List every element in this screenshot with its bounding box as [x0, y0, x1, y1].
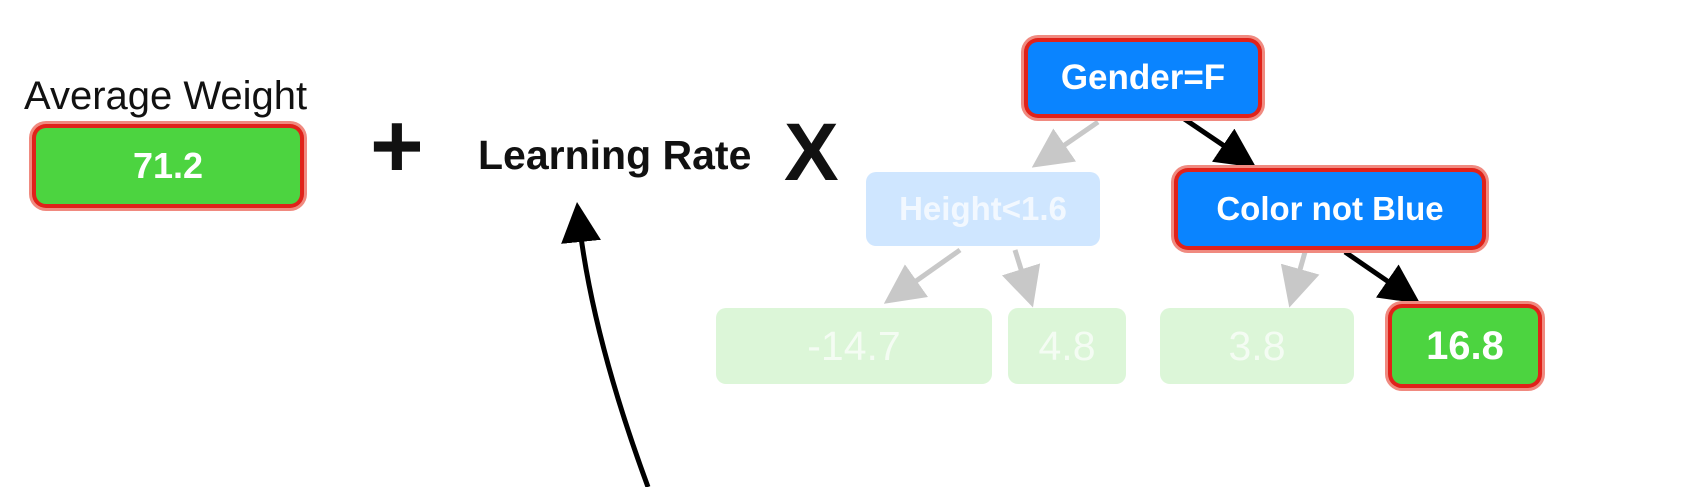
tree-node-color: Color not Blue: [1178, 172, 1482, 246]
tree-leaf-3: 3.8: [1160, 308, 1354, 384]
tree-leaf-4: 16.8: [1392, 308, 1538, 384]
tree-leaf-1: -14.7: [716, 308, 992, 384]
plus-sign: +: [370, 95, 424, 197]
learning-rate-label: Learning Rate: [478, 132, 752, 178]
tree-leaf-2: 4.8: [1008, 308, 1126, 384]
times-sign: X: [784, 107, 839, 198]
tree-node-height: Height<1.6: [866, 172, 1100, 246]
tree-root-node: Gender=F: [1028, 42, 1258, 114]
average-weight-label: Average Weight: [24, 74, 308, 118]
average-weight-value-box: 71.2: [36, 128, 300, 204]
arrow-height-to-leaf1: [883, 247, 962, 304]
arrow-root-to-color: [1178, 113, 1257, 168]
curved-arrow-to-learning-rate: [561, 202, 651, 487]
arrow-root-to-height: [1031, 119, 1100, 168]
arrow-color-to-leaf4: [1343, 249, 1421, 304]
arrow-color-to-leaf3: [1280, 251, 1320, 308]
arrow-height-to-leaf2: [1001, 249, 1041, 308]
